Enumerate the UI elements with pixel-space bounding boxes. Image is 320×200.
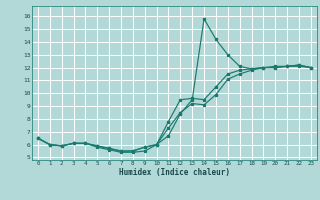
X-axis label: Humidex (Indice chaleur): Humidex (Indice chaleur) bbox=[119, 168, 230, 177]
